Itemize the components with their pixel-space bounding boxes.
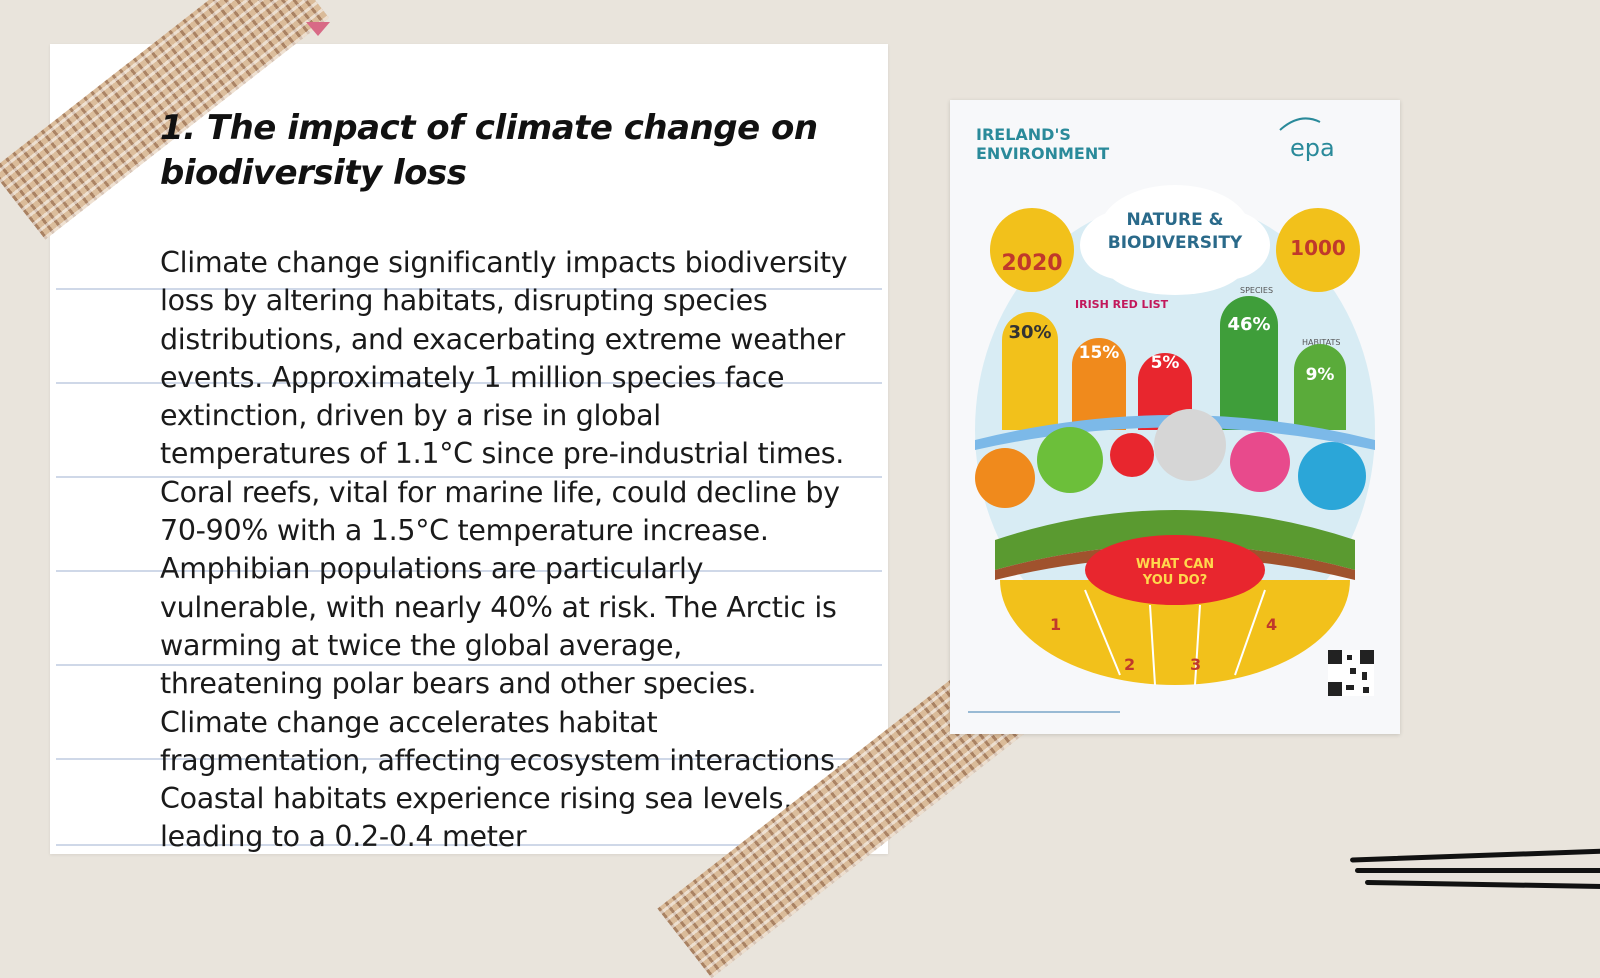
what-can-you-do-line1: WHAT CAN — [1136, 557, 1214, 572]
year-value: 2020 — [1001, 251, 1062, 276]
circle-blue — [1298, 442, 1366, 510]
paper-rule — [56, 288, 882, 290]
habitats-label: HABITATS — [1302, 338, 1340, 347]
step-2: 2 — [1124, 655, 1135, 674]
circle-orange — [975, 448, 1035, 508]
what-can-you-do-line2: YOU DO? — [1142, 573, 1207, 588]
svg-text:46%: 46% — [1227, 314, 1270, 335]
paper-rule — [56, 570, 882, 572]
brush-stroke — [1355, 868, 1600, 873]
paper-rule — [56, 844, 882, 846]
paper-rule — [56, 664, 882, 666]
circle-grey — [1154, 409, 1226, 481]
bar-46 — [1220, 296, 1278, 430]
brush-stroke — [1364, 879, 1600, 890]
cloud-title: NATURE & BIODIVERSITY — [1080, 185, 1270, 295]
circle-red — [1110, 433, 1154, 477]
svg-text:30%: 30% — [1008, 322, 1051, 343]
svg-text:NATURE &: NATURE & — [1127, 210, 1224, 230]
epa-logo: epa — [1290, 134, 1335, 162]
circle-green — [1037, 427, 1103, 493]
soil-strip — [995, 545, 1355, 580]
red-list-label: IRISH RED LIST — [1075, 298, 1169, 311]
qr-code-icon — [1328, 650, 1374, 696]
count-circle — [1276, 208, 1360, 292]
biodiversity-infographic: IRELAND'S ENVIRONMENT epa NATURE & BIODI… — [950, 100, 1400, 734]
bar-9 — [1294, 344, 1346, 430]
svg-text:BIODIVERSITY: BIODIVERSITY — [1108, 233, 1243, 253]
paper-rule — [56, 382, 882, 384]
slide-paragraph: Climate change significantly impacts bio… — [160, 246, 848, 854]
what-can-you-do-panel — [1000, 580, 1350, 685]
paper-rule — [56, 476, 882, 478]
slide-title: 1. The impact of climate change on biodi… — [160, 108, 818, 193]
species-label: SPECIES — [1240, 286, 1273, 295]
bar-15 — [1072, 338, 1126, 430]
bar-30 — [1002, 312, 1058, 430]
epa-logo-swoosh — [1279, 117, 1321, 131]
horizon-band — [975, 415, 1375, 450]
circle-pink — [1230, 432, 1290, 492]
header-line1: IRELAND'S — [976, 125, 1071, 144]
year-circle — [990, 208, 1074, 292]
count-value: 1000 — [1290, 236, 1346, 260]
notebook-paper — [50, 44, 888, 854]
svg-text:9%: 9% — [1306, 365, 1335, 385]
svg-text:15%: 15% — [1079, 343, 1120, 363]
brush-stroke — [1349, 848, 1600, 863]
header-line2: ENVIRONMENT — [976, 144, 1109, 163]
bar-5 — [1138, 353, 1192, 430]
infographic-artwork: IRELAND'S ENVIRONMENT epa NATURE & BIODI… — [968, 117, 1375, 713]
step-3: 3 — [1190, 655, 1201, 674]
step-4: 4 — [1266, 615, 1277, 634]
paper-rule — [56, 758, 882, 760]
tape-tip — [306, 22, 330, 36]
svg-text:5%: 5% — [1151, 353, 1180, 373]
step-1: 1 — [1050, 615, 1061, 634]
